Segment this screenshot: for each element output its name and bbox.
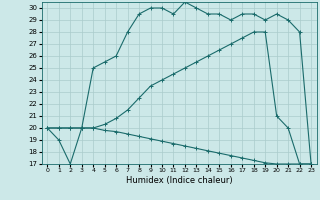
X-axis label: Humidex (Indice chaleur): Humidex (Indice chaleur) (126, 176, 233, 185)
